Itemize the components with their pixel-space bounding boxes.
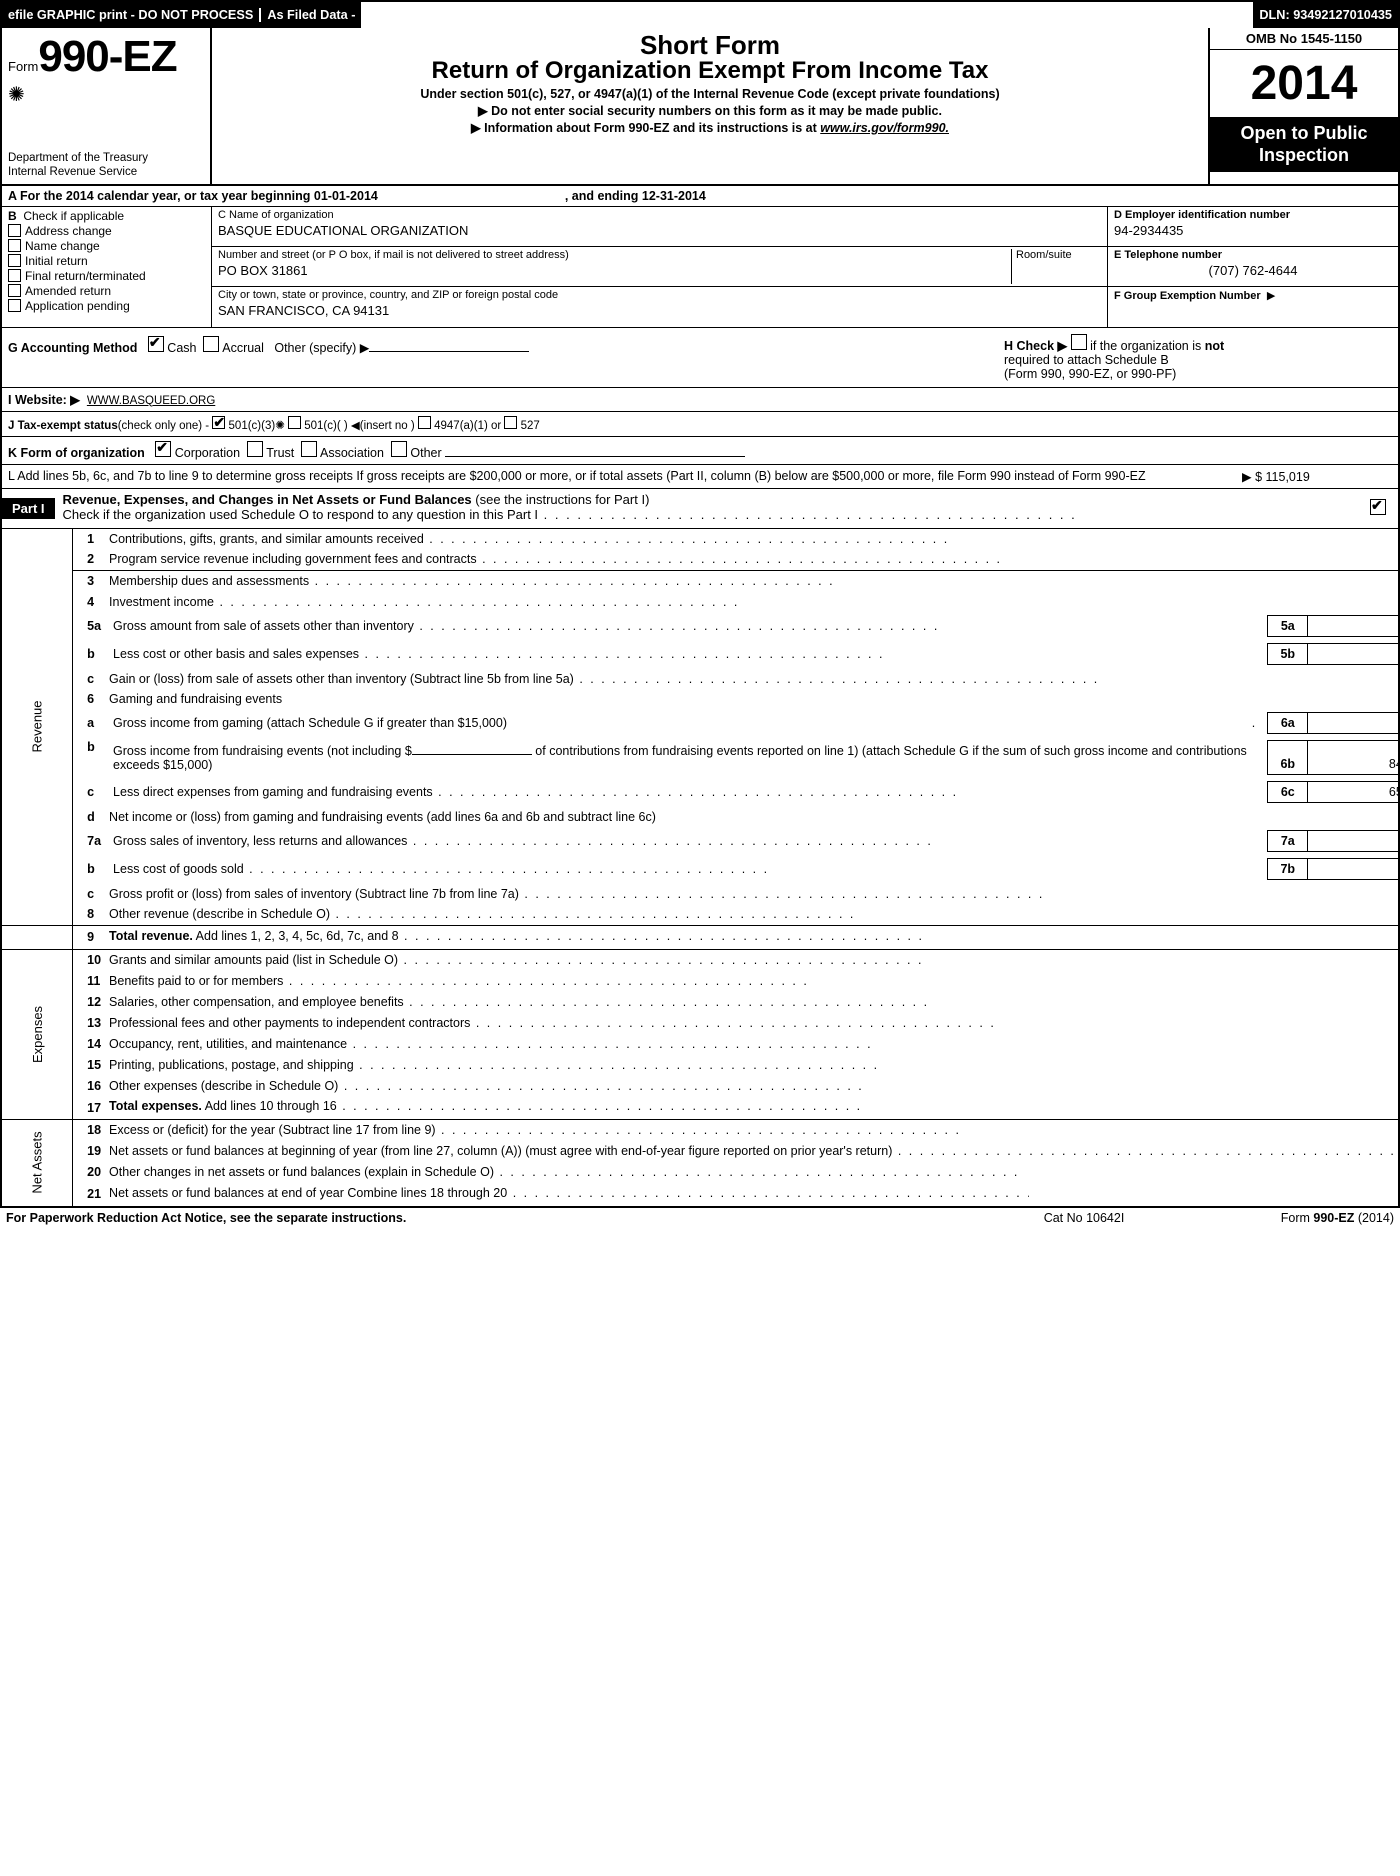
chk-cash[interactable] bbox=[148, 336, 164, 352]
row-g-accounting: G Accounting Method Cash Accrual Other (… bbox=[2, 328, 998, 387]
val-line6b: 840 bbox=[1308, 741, 1400, 775]
chk-association[interactable] bbox=[301, 441, 317, 457]
val-line6c: 653 bbox=[1308, 782, 1400, 803]
part1-title: Revenue, Expenses, and Changes in Net As… bbox=[55, 489, 1358, 528]
room-label: Room/suite bbox=[1016, 249, 1101, 261]
chk-trust[interactable] bbox=[247, 441, 263, 457]
header-right: OMB No 1545-1150 2014 Open to Public Ins… bbox=[1208, 28, 1398, 184]
form-990ez: efile GRAPHIC print - DO NOT PROCESS As … bbox=[0, 0, 1400, 1208]
row-bcdef: B Check if applicable Address change Nam… bbox=[2, 207, 1398, 328]
netassets-label: Net Assets bbox=[2, 1120, 73, 1206]
row-i-website: I Website: ▶ WWW.BASQUEED.ORG bbox=[2, 388, 1398, 412]
chk-amended-return[interactable] bbox=[8, 284, 21, 297]
chk-schedule-o-part1[interactable] bbox=[1370, 499, 1386, 515]
street-label: Number and street (or P O box, if mail i… bbox=[218, 249, 1011, 261]
val-line6a bbox=[1308, 713, 1400, 734]
val-line7a bbox=[1308, 831, 1400, 852]
c-name-value: BASQUE EDUCATIONAL ORGANIZATION bbox=[218, 223, 1101, 238]
row-j-tax-exempt: J Tax-exempt status(check only one) - 50… bbox=[2, 412, 1398, 437]
header-left: Form990-EZ ✺ Department of the Treasury … bbox=[2, 28, 212, 184]
row-l-text: L Add lines 5b, 6c, and 7b to line 9 to … bbox=[8, 469, 1242, 484]
chk-4947[interactable] bbox=[418, 416, 431, 429]
topbar-mid: As Filed Data - bbox=[259, 8, 361, 22]
chk-address-change[interactable] bbox=[8, 224, 21, 237]
chk-other-org[interactable] bbox=[391, 441, 407, 457]
top-bar: efile GRAPHIC print - DO NOT PROCESS As … bbox=[2, 2, 1398, 28]
topbar-dln: DLN: 93492127010435 bbox=[1253, 8, 1398, 22]
chk-final-return[interactable] bbox=[8, 269, 21, 282]
expenses-label: Expenses bbox=[2, 949, 73, 1120]
row-a-tax-year: A For the 2014 calendar year, or tax yea… bbox=[2, 186, 1398, 207]
col-def: D Employer identification number 94-2934… bbox=[1108, 207, 1398, 327]
chk-accrual[interactable] bbox=[203, 336, 219, 352]
omb-number: OMB No 1545-1150 bbox=[1210, 28, 1398, 50]
row-h-schedule-b: H Check ▶ if the organization is not req… bbox=[998, 328, 1398, 387]
chk-name-change[interactable] bbox=[8, 239, 21, 252]
form-number: 990-EZ bbox=[38, 32, 176, 81]
row-gh: G Accounting Method Cash Accrual Other (… bbox=[2, 328, 1398, 388]
val-line5b: 0 bbox=[1308, 644, 1400, 665]
footer-form-no: Form 990-EZ (2014) bbox=[1194, 1211, 1394, 1225]
chk-schedule-b[interactable] bbox=[1071, 334, 1087, 350]
header-center: Short Form Return of Organization Exempt… bbox=[212, 28, 1208, 184]
title-info-link: ▶ Information about Form 990-EZ and its … bbox=[218, 120, 1202, 135]
chk-501c[interactable] bbox=[288, 416, 301, 429]
irs-link[interactable]: www.irs.gov/form990. bbox=[820, 121, 949, 135]
title-under-section: Under section 501(c), 527, or 4947(a)(1)… bbox=[218, 87, 1202, 101]
title-return: Return of Organization Exempt From Incom… bbox=[218, 57, 1202, 85]
website-link[interactable]: WWW.BASQUEED.ORG bbox=[87, 395, 215, 407]
row-k-form-org: K Form of organization Corporation Trust… bbox=[2, 437, 1398, 465]
chk-501c3[interactable] bbox=[212, 416, 225, 429]
form-prefix: Form bbox=[8, 59, 38, 74]
topbar-left: efile GRAPHIC print - DO NOT PROCESS bbox=[2, 8, 259, 22]
footer-row: For Paperwork Reduction Act Notice, see … bbox=[0, 1208, 1400, 1228]
dept-block: Department of the Treasury Internal Reve… bbox=[8, 152, 204, 180]
row-l-value: ▶ $ 115,019 bbox=[1242, 469, 1392, 484]
revenue-label: Revenue bbox=[2, 529, 73, 926]
dept-line2: Internal Revenue Service bbox=[8, 166, 204, 180]
col-b-checkboxes: B Check if applicable Address change Nam… bbox=[2, 207, 212, 327]
topbar-gap bbox=[361, 2, 1253, 28]
tax-year: 2014 bbox=[1210, 50, 1398, 117]
row-l-gross-receipts: L Add lines 5b, 6c, and 7b to line 9 to … bbox=[2, 465, 1398, 489]
city-label: City or town, state or province, country… bbox=[218, 289, 1101, 301]
city-value: SAN FRANCISCO, CA 94131 bbox=[218, 303, 1101, 318]
chk-application-pending[interactable] bbox=[8, 299, 21, 312]
row-a-begin: A For the 2014 calendar year, or tax yea… bbox=[8, 189, 378, 203]
col-c-org-info: C Name of organization BASQUE EDUCATIONA… bbox=[212, 207, 1108, 327]
row-a-end: , and ending 12-31-2014 bbox=[565, 189, 706, 203]
footer-cat-no: Cat No 10642I bbox=[974, 1211, 1194, 1225]
chk-initial-return[interactable] bbox=[8, 254, 21, 267]
footer-paperwork: For Paperwork Reduction Act Notice, see … bbox=[6, 1211, 974, 1225]
d-ein-value: 94-2934435 bbox=[1114, 223, 1392, 238]
e-phone-value: (707) 762-4644 bbox=[1114, 263, 1392, 278]
part1-header: Part I Revenue, Expenses, and Changes in… bbox=[2, 489, 1398, 529]
dept-line1: Department of the Treasury bbox=[8, 152, 204, 166]
street-value: PO BOX 31861 bbox=[218, 263, 1011, 278]
title-ssn-warning: ▶ Do not enter social security numbers o… bbox=[218, 103, 1202, 118]
efile-icon: ✺ bbox=[8, 82, 204, 107]
f-group-label: F Group Exemption Number bbox=[1114, 290, 1261, 302]
val-line7b: 0 bbox=[1308, 859, 1400, 880]
d-ein-label: D Employer identification number bbox=[1114, 209, 1290, 221]
c-name-label: C Name of organization bbox=[218, 209, 1101, 221]
lines-table: Revenue 1 Contributions, gifts, grants, … bbox=[2, 529, 1400, 1206]
chk-corporation[interactable] bbox=[155, 441, 171, 457]
chk-527[interactable] bbox=[504, 416, 517, 429]
e-phone-label: E Telephone number bbox=[1114, 249, 1222, 261]
header-row: Form990-EZ ✺ Department of the Treasury … bbox=[2, 28, 1398, 186]
part1-tag: Part I bbox=[2, 498, 55, 519]
part1-body: Revenue 1 Contributions, gifts, grants, … bbox=[2, 529, 1398, 1206]
val-line5a bbox=[1308, 616, 1400, 637]
open-to-public: Open to Public Inspection bbox=[1210, 117, 1398, 172]
